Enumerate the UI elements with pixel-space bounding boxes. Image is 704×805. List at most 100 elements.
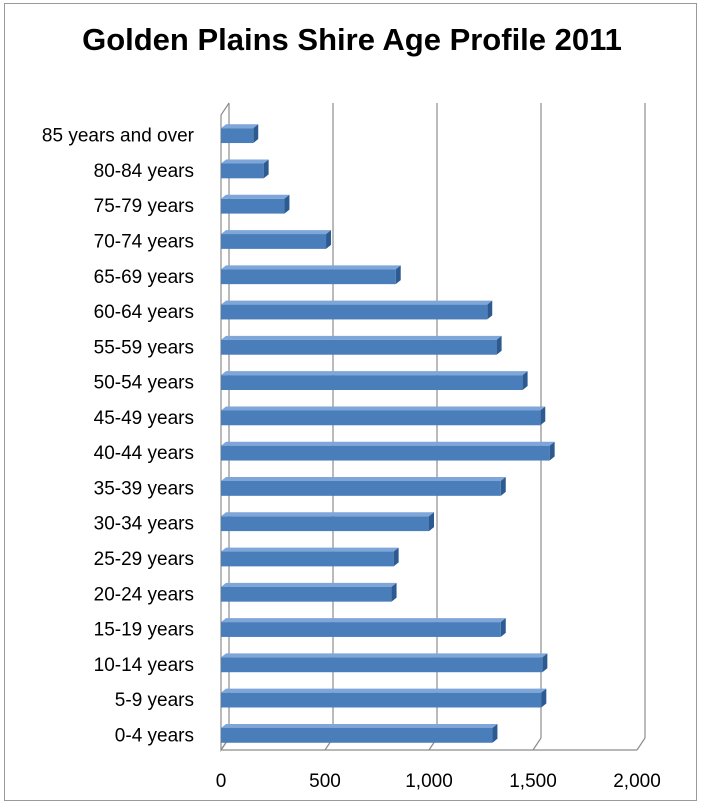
bar (221, 582, 397, 602)
category-label: 15-19 years (94, 620, 194, 641)
bar-end-face (500, 477, 506, 496)
category-label: 10-14 years (94, 655, 194, 676)
x-tick-label: 1,000 (405, 771, 453, 792)
bar-end-face (542, 653, 548, 673)
bar-top-face (221, 441, 555, 446)
bar-front-face (221, 410, 541, 426)
category-label: 5-9 years (115, 690, 194, 711)
bar-top-face (221, 653, 548, 658)
bar (221, 371, 528, 390)
gridline-floor (636, 737, 646, 751)
bar (221, 194, 290, 214)
bar (221, 230, 332, 249)
bar (221, 300, 493, 320)
bar-top-face (221, 194, 290, 199)
category-label: 60-64 years (94, 302, 194, 323)
bar-front-face (221, 304, 488, 320)
bar-front-face (221, 128, 254, 144)
bar (221, 723, 498, 743)
category-label: 30-34 years (94, 514, 194, 535)
bar-front-face (221, 198, 285, 214)
bar-end-face (496, 335, 502, 355)
bar-top-face (221, 547, 399, 552)
bar-front-face (221, 692, 542, 708)
gridline-floor (532, 737, 542, 751)
bar-end-face (391, 582, 397, 602)
bar-front-face (221, 551, 394, 567)
bar (221, 512, 434, 532)
bar-front-face (221, 481, 501, 496)
bar-end-face (540, 406, 546, 426)
bar-front-face (221, 727, 493, 743)
category-label: 65-69 years (94, 267, 194, 288)
bar-layer (221, 124, 555, 743)
bar-end-face (500, 618, 506, 637)
bar (221, 653, 548, 673)
bar-top-face (221, 124, 259, 129)
bar-end-face (487, 300, 493, 320)
category-label: 35-39 years (94, 478, 194, 499)
bar-front-face (221, 586, 392, 602)
bar-front-face (221, 269, 396, 285)
bar-end-face (393, 547, 399, 567)
category-label: 80-84 years (94, 161, 194, 182)
bar-end-face (429, 512, 434, 532)
bar-end-face (549, 441, 555, 461)
category-label: 25-29 years (94, 549, 194, 570)
category-label: 75-79 years (94, 196, 194, 217)
category-label: 0-4 years (115, 725, 194, 746)
bar-top-face (221, 406, 546, 411)
bar (221, 441, 555, 461)
bar-front-face (221, 163, 264, 179)
bar (221, 265, 401, 285)
bar-top-face (221, 512, 434, 517)
bar-top-face (221, 618, 506, 623)
category-label: 45-49 years (94, 408, 194, 429)
bar (221, 477, 506, 496)
chart-title: Golden Plains Shire Age Profile 2011 (82, 22, 622, 57)
y-axis-wall (220, 102, 230, 752)
bar-front-face (221, 339, 497, 355)
bar-end-face (253, 124, 259, 144)
category-label: 20-24 years (94, 584, 194, 605)
bar-end-face (326, 230, 332, 249)
bar-top-face (221, 688, 547, 693)
category-label: 55-59 years (94, 337, 194, 358)
bar-front-face (221, 375, 523, 390)
bar-front-face (221, 622, 501, 637)
category-label: 40-44 years (94, 443, 194, 464)
category-label: 85 years and over (42, 126, 195, 147)
category-label: 70-74 years (94, 231, 194, 252)
bar (221, 547, 399, 567)
bar-end-face (541, 688, 547, 708)
bar-end-face (492, 723, 498, 743)
category-label: 50-54 years (94, 373, 194, 394)
bar-top-face (221, 230, 332, 235)
bar-top-face (221, 335, 502, 340)
bar-top-face (221, 371, 528, 376)
bar-top-face (221, 265, 401, 270)
bar-top-face (221, 582, 397, 587)
bar-end-face (395, 265, 401, 285)
bar (221, 124, 259, 144)
bar-front-face (221, 657, 543, 673)
axis-layer (220, 102, 637, 752)
x-tick-label: 0 (216, 771, 227, 792)
bar (221, 688, 547, 708)
bar-top-face (221, 159, 269, 164)
x-tick-label: 2,000 (613, 771, 661, 792)
bar-front-face (221, 234, 327, 249)
bar-front-face (221, 516, 429, 532)
bar-front-face (221, 445, 550, 461)
bar-end-face (263, 159, 269, 179)
bar-top-face (221, 723, 498, 728)
bar (221, 406, 546, 426)
bar-top-face (221, 477, 506, 482)
x-tick-label: 500 (309, 771, 341, 792)
bar-end-face (284, 194, 290, 214)
bar-top-face (221, 300, 493, 305)
bar (221, 159, 269, 179)
label-layer: 0 500 1,000 1,500 2,000 85 years and over 80-8… (42, 126, 661, 792)
bar (221, 618, 506, 637)
